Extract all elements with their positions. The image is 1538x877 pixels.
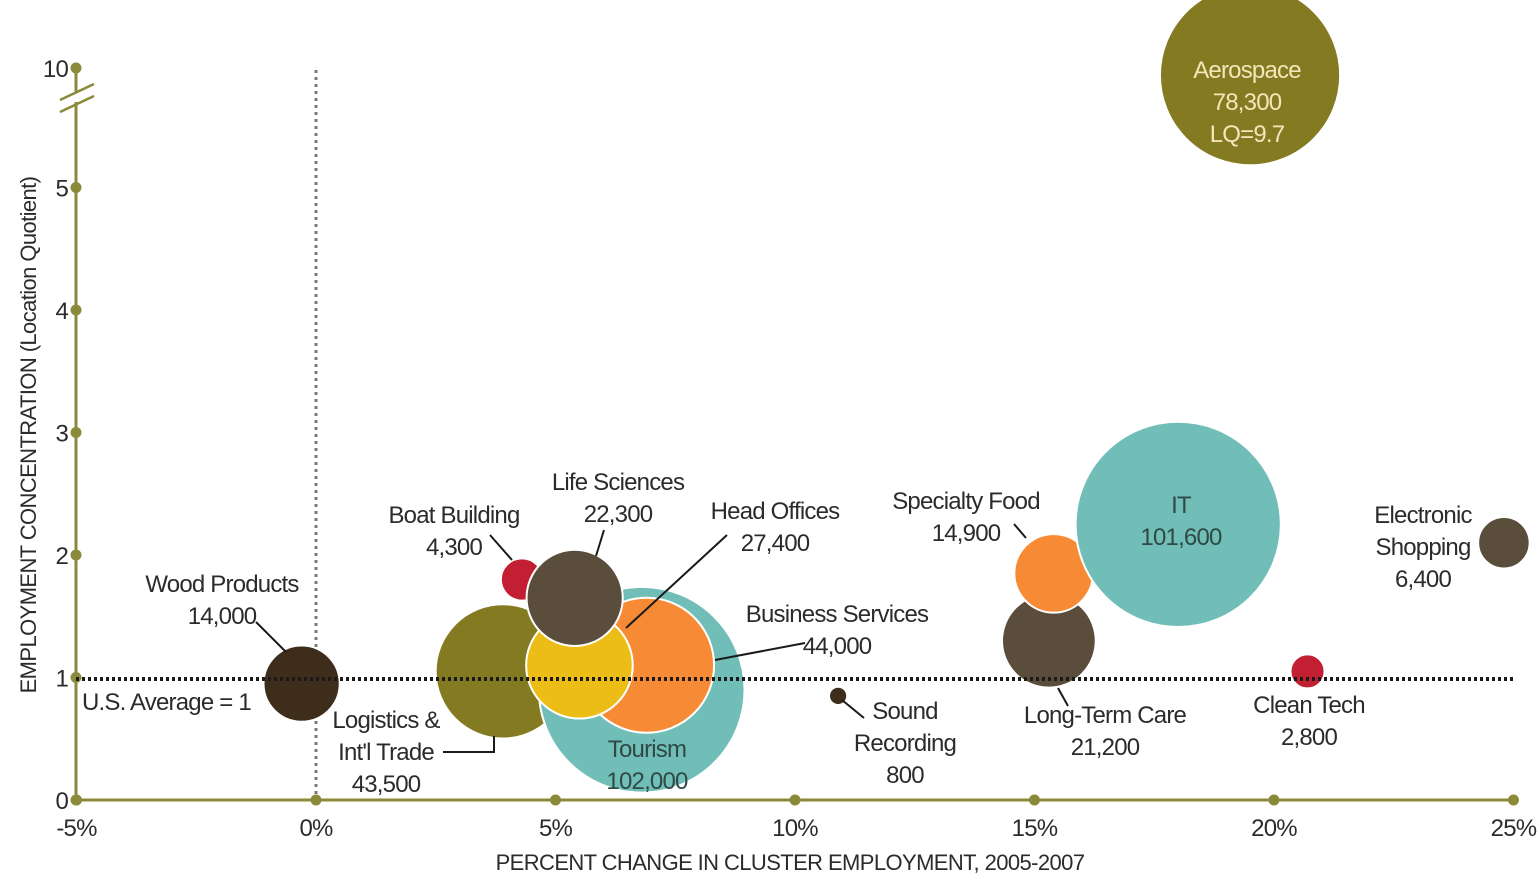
bubble-label-line: Specialty Food <box>892 488 1040 515</box>
bubble-label: Tourism 102,000 <box>606 736 688 795</box>
x-axis-title: PERCENT CHANGE IN CLUSTER EMPLOYMENT, 20… <box>496 850 1085 875</box>
bubble-label-line: Logistics & <box>332 707 440 734</box>
x-tick-dot <box>1508 794 1519 806</box>
y-tick-label: 1 <box>55 666 68 693</box>
bubble-label-line: Electronic <box>1374 502 1472 529</box>
bubble-label-line: Shopping <box>1375 534 1470 561</box>
bubble-label-line: Clean Tech <box>1253 692 1365 719</box>
x-tick-label: 20% <box>1251 815 1297 842</box>
bubble-it <box>1074 420 1282 629</box>
y-tick-label: 4 <box>55 298 68 325</box>
x-tick-dot <box>1029 794 1040 806</box>
bubble-label: Long-Term Care 21,200 <box>1024 702 1187 761</box>
bubble-label-line: Long-Term Care <box>1024 702 1187 729</box>
bubble-label-line: 800 <box>886 762 924 789</box>
bubbles <box>262 0 1531 794</box>
bubble-label: Logistics & Int'l Trade 43,500 <box>332 707 440 798</box>
us-average-label: U.S. Average = 1 <box>82 689 251 716</box>
bubble-label: IT 101,600 <box>1140 492 1222 551</box>
bubble-label-line: 22,300 <box>584 501 653 528</box>
y-tick-label: 3 <box>55 421 68 448</box>
bubble-label-line: LQ=9.7 <box>1210 121 1285 148</box>
bubble-label: Electronic Shopping 6,400 <box>1374 502 1472 593</box>
y-axis-title: EMPLOYMENT CONCENTRATION (Location Quoti… <box>16 177 41 694</box>
y-tick-dot <box>70 427 82 438</box>
y-axis-break-mark-2 <box>59 94 95 114</box>
bubble-label-line: 21,200 <box>1071 734 1140 761</box>
leader-line <box>625 534 728 629</box>
bubble-label-line: Recording <box>854 730 956 757</box>
bubble-label: Specialty Food 14,900 <box>892 488 1040 547</box>
leader-line <box>841 699 865 719</box>
leader-lines <box>255 523 1069 753</box>
y-tick-dot <box>70 182 82 193</box>
bubble-label: Head Offices 27,400 <box>711 498 840 557</box>
bubble-label-line: Life Sciences <box>552 469 685 496</box>
bubble-label: Clean Tech 2,800 <box>1253 692 1365 751</box>
bubble-label-line: 14,000 <box>188 603 257 630</box>
y-tick-label: 0 <box>55 788 68 815</box>
x-tick-dot <box>550 794 561 806</box>
bubble-label-line: 2,800 <box>1281 724 1338 751</box>
bubble-label-line: 102,000 <box>606 768 688 795</box>
axis-ticks: -5% 0% 5% 10% 15% 20% 25% 0 1 2 3 4 5 10 <box>43 56 1538 842</box>
y-tick-label: 2 <box>55 543 68 570</box>
bubble-label-line: 43,500 <box>352 771 421 798</box>
bubble-label-line: IT <box>1171 492 1192 519</box>
y-tick-dot <box>70 549 82 561</box>
bubble-label-line: Business Services <box>746 601 929 628</box>
bubble-label-line: 6,400 <box>1395 566 1452 593</box>
x-tick-dot <box>789 794 801 806</box>
bubble-electronic-shopping <box>1477 515 1531 570</box>
leader-line <box>443 736 495 753</box>
x-tick-dot <box>1268 794 1280 806</box>
x-tick-dot <box>310 794 322 806</box>
bubble-label-line: Tourism <box>608 736 686 763</box>
bubble-clean-tech <box>1289 653 1326 690</box>
bubble-wood-products <box>262 644 341 723</box>
y-tick-dot <box>70 304 82 316</box>
bubble-label: Aerospace 78,300 LQ=9.7 <box>1193 57 1301 148</box>
x-tick-label: 25% <box>1491 815 1537 842</box>
bubble-labels: Wood Products 14,000 Logistics & Int'l Trad… <box>145 57 1473 798</box>
bubble-label: Sound Recording 800 <box>854 698 956 789</box>
bubble-label-line: 27,400 <box>741 530 810 557</box>
bubble-label-line: 14,900 <box>932 520 1001 547</box>
bubble-label: Boat Building 4,300 <box>388 502 519 561</box>
bubble-label-line: Sound <box>872 698 937 725</box>
leader-line <box>1013 523 1027 539</box>
bubble-label-line: 78,300 <box>1213 89 1282 116</box>
leader-line <box>255 621 287 653</box>
bubble-label-line: Head Offices <box>711 498 840 525</box>
y-tick-label: 5 <box>55 176 68 203</box>
bubble-label-line: Aerospace <box>1193 57 1301 84</box>
bubble-label-line: Int'l Trade <box>338 739 434 766</box>
bubble-label-line: 44,000 <box>803 633 872 660</box>
y-tick-dot <box>70 794 82 806</box>
leader-line <box>595 529 605 557</box>
bubble-label: Business Services 44,000 <box>746 601 929 660</box>
bubble-label: Life Sciences 22,300 <box>552 469 685 528</box>
y-axis-break-mark-1 <box>59 82 95 102</box>
y-tick-dot <box>70 62 82 74</box>
bubble-aerospace <box>1158 0 1342 167</box>
x-tick-label: 15% <box>1012 815 1058 842</box>
x-tick-label: 5% <box>539 815 573 842</box>
bubble-label-line: 101,600 <box>1140 524 1222 551</box>
bubble-label-line: 4,300 <box>426 534 483 561</box>
leader-line <box>489 534 513 561</box>
bubble-label-line: Boat Building <box>388 502 519 529</box>
x-tick-label: 10% <box>772 815 818 842</box>
x-tick-label: 0% <box>299 815 333 842</box>
bubble-label: Wood Products 14,000 <box>145 571 299 630</box>
x-tick-label: -5% <box>56 815 97 842</box>
y-tick-label: 10 <box>43 56 69 83</box>
leader-line <box>714 642 806 661</box>
leader-line <box>1057 687 1069 707</box>
bubble-life-sciences <box>525 548 624 647</box>
bubble-label-line: Wood Products <box>145 571 299 598</box>
